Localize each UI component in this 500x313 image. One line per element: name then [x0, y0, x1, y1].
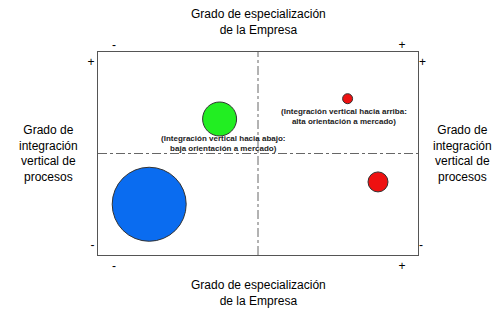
svg-text:-: - [419, 238, 423, 252]
svg-text:-: - [91, 238, 95, 252]
svg-text:Grado de especializaciónde la: Grado de especializaciónde la Empresa [191, 278, 326, 308]
svg-text:(Integración vertical hacia ab: (Integración vertical hacia abajo:baja o… [161, 134, 285, 153]
svg-text:Grado de especializaciónde la: Grado de especializaciónde la Empresa [191, 7, 326, 37]
svg-text:-: - [112, 38, 116, 52]
svg-text:+: + [398, 259, 405, 273]
svg-text:-: - [112, 259, 116, 273]
svg-text:Grado deintegraciónvertical de: Grado deintegraciónvertical deprocesos [433, 123, 492, 184]
svg-text:(Integración vertical hacia ar: (Integración vertical hacia arriba:alta … [281, 107, 407, 126]
svg-text:Grado deintegraciónvertical de: Grado deintegraciónvertical deprocesos [19, 123, 78, 184]
svg-text:+: + [419, 55, 426, 69]
svg-text:+: + [398, 38, 405, 52]
svg-text:+: + [88, 55, 95, 69]
